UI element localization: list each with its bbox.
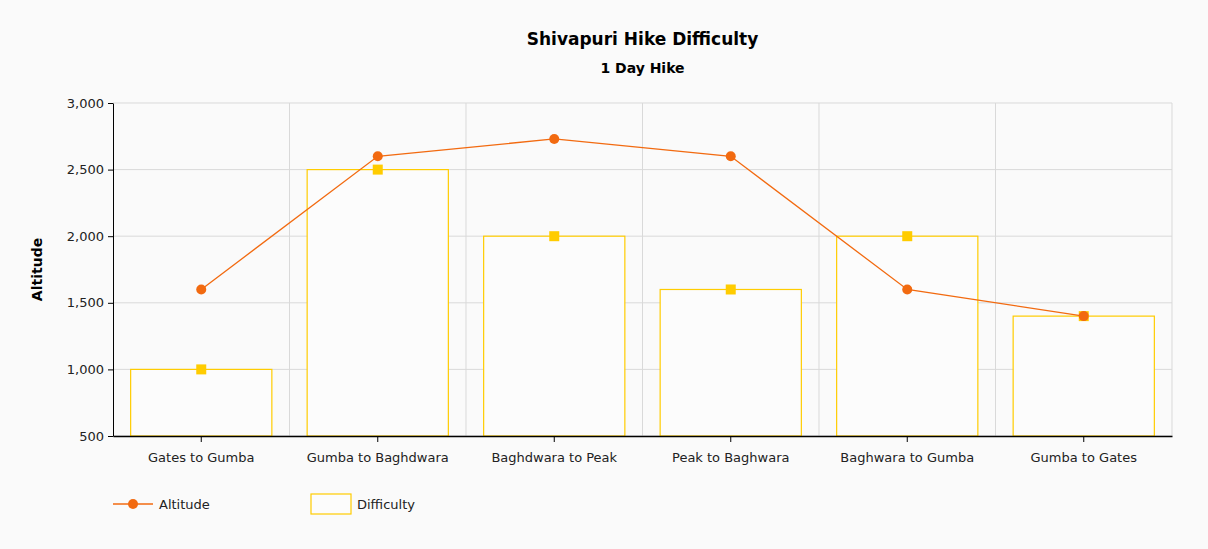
grid (113, 103, 1172, 436)
x-tick: Baghwara to Gumba (840, 436, 974, 465)
marker (196, 364, 206, 374)
category-divider (819, 103, 820, 436)
y-tick-label: 1,000 (67, 362, 104, 377)
y-tick-mark (108, 236, 113, 237)
category-divider (466, 103, 467, 436)
x-axis: Gates to Gumba Gumba to Baghdwara Baghdwar… (114, 436, 1173, 465)
x-tick-label: Gates to Gumba (148, 450, 254, 465)
line (201, 139, 1084, 316)
marker (902, 284, 912, 294)
x-tick-mark (907, 436, 908, 442)
legend: Altitude Difficulty (113, 494, 415, 514)
x-tick-mark (201, 436, 202, 442)
marker (1079, 311, 1089, 321)
y-tick-label: 3,000 (67, 96, 104, 111)
bar (1013, 316, 1154, 436)
legend-item: Difficulty (311, 494, 415, 514)
marker (726, 151, 736, 161)
category-divider (995, 103, 996, 436)
legend-item: Altitude (113, 497, 210, 512)
y-axis: 500 1,000 1,500 2,000 2,500 3,000 (67, 96, 114, 444)
marker (549, 231, 559, 241)
chart: Shivapuri Hike Difficulty 1 Day Hike Gates… (0, 0, 1208, 549)
marker (726, 284, 736, 294)
marker (1079, 311, 1089, 321)
x-tick-mark (554, 436, 555, 442)
marker (196, 284, 206, 294)
x-tick-label: Gumba to Gates (1031, 450, 1138, 465)
legend-swatch (311, 494, 351, 514)
marker (373, 151, 383, 161)
y-tick-mark (108, 369, 113, 370)
x-tick: Gates to Gumba (148, 436, 254, 465)
x-tick-label: Baghdwara to Peak (491, 450, 617, 465)
y-tick-label: 1,500 (67, 295, 104, 310)
y-tick-mark (108, 303, 113, 304)
x-tick: Baghdwara to Peak (491, 436, 617, 465)
x-tick-mark (377, 436, 378, 442)
bar (484, 236, 625, 436)
marker (549, 134, 559, 144)
bar (837, 236, 978, 436)
bar (131, 369, 272, 436)
series (131, 165, 1155, 436)
y-axis-line (113, 104, 114, 437)
x-tick-label: Baghwara to Gumba (840, 450, 974, 465)
data-area (131, 134, 1155, 436)
y-tick: 1,000 (67, 362, 113, 377)
legend-label: Altitude (159, 497, 210, 512)
title: Shivapuri Hike Difficulty (527, 29, 759, 49)
legend-label: Difficulty (357, 497, 415, 512)
y-tick: 500 (79, 429, 113, 444)
marker (902, 231, 912, 241)
y-tick-label: 2,500 (67, 162, 104, 177)
y-axis-title: Altitude (29, 238, 45, 301)
y-tick-mark (108, 436, 113, 437)
subtitle: 1 Day Hike (600, 60, 684, 76)
x-tick: Gumba to Baghdwara (307, 436, 449, 465)
y-tick-mark (108, 170, 113, 171)
background (0, 0, 1208, 549)
y-tick: 2,500 (67, 162, 113, 177)
y-tick: 3,000 (67, 96, 113, 111)
y-tick-label: 500 (79, 429, 104, 444)
category-divider (289, 103, 290, 436)
series (196, 134, 1089, 321)
x-tick-label: Gumba to Baghdwara (307, 450, 449, 465)
x-tick: Gumba to Gates (1031, 436, 1138, 465)
x-axis-line (114, 436, 1173, 438)
legend-marker (128, 499, 138, 509)
marker (373, 165, 383, 175)
bar (307, 170, 448, 436)
x-tick: Peak to Baghwara (672, 436, 789, 465)
bar (660, 289, 801, 436)
y-tick: 1,500 (67, 295, 113, 310)
x-tick-mark (730, 436, 731, 442)
y-tick-label: 2,000 (67, 229, 104, 244)
y-tick: 2,000 (67, 229, 113, 244)
x-tick-label: Peak to Baghwara (672, 450, 789, 465)
y-tick-mark (108, 103, 113, 104)
category-divider (642, 103, 643, 436)
x-tick-mark (1083, 436, 1084, 442)
plot: Gates to Gumba Gumba to Baghdwara Baghdwar… (67, 96, 1173, 465)
category-divider (1172, 103, 1173, 436)
